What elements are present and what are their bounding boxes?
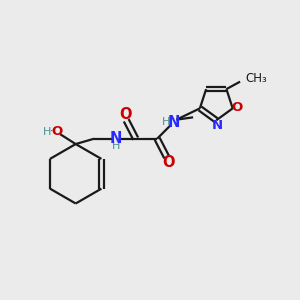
Text: N: N — [109, 131, 122, 146]
Text: O: O — [119, 107, 131, 122]
Text: CH₃: CH₃ — [245, 72, 267, 85]
Text: O: O — [232, 101, 243, 114]
Text: H: H — [42, 127, 51, 136]
Text: H: H — [112, 141, 120, 151]
Text: H: H — [162, 117, 170, 127]
Text: N: N — [211, 118, 222, 131]
Text: O: O — [162, 155, 174, 170]
Text: O: O — [51, 125, 63, 138]
Text: N: N — [167, 115, 180, 130]
Text: ·: · — [50, 127, 54, 136]
